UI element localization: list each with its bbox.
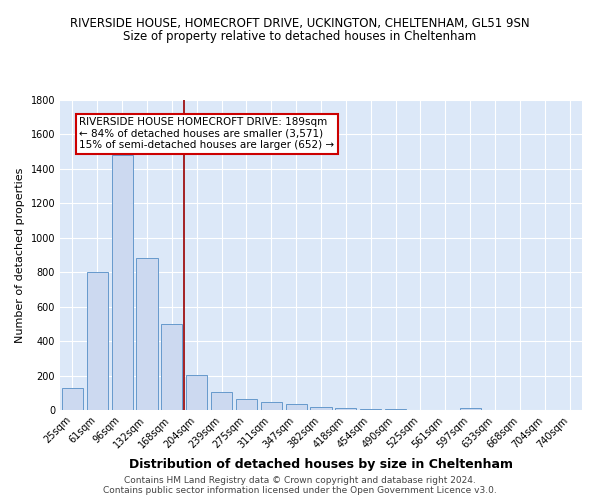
Bar <box>112 155 133 410</box>
Text: Contains HM Land Registry data © Crown copyright and database right 2024.
Contai: Contains HM Land Registry data © Crown c… <box>103 476 497 495</box>
Bar <box>236 399 257 410</box>
Y-axis label: Number of detached properties: Number of detached properties <box>15 168 25 342</box>
Bar <box>286 404 307 410</box>
Bar <box>211 392 232 410</box>
Text: RIVERSIDE HOUSE, HOMECROFT DRIVE, UCKINGTON, CHELTENHAM, GL51 9SN: RIVERSIDE HOUSE, HOMECROFT DRIVE, UCKING… <box>70 18 530 30</box>
Bar <box>335 408 356 410</box>
Bar <box>62 388 83 410</box>
Bar <box>310 407 332 410</box>
Text: Size of property relative to detached houses in Cheltenham: Size of property relative to detached ho… <box>124 30 476 43</box>
Bar <box>87 272 108 410</box>
Bar <box>261 402 282 410</box>
Text: RIVERSIDE HOUSE HOMECROFT DRIVE: 189sqm
← 84% of detached houses are smaller (3,: RIVERSIDE HOUSE HOMECROFT DRIVE: 189sqm … <box>79 117 335 150</box>
Bar <box>186 374 207 410</box>
Bar <box>136 258 158 410</box>
Bar <box>460 408 481 410</box>
Bar <box>360 409 381 410</box>
X-axis label: Distribution of detached houses by size in Cheltenham: Distribution of detached houses by size … <box>129 458 513 471</box>
Bar <box>161 324 182 410</box>
